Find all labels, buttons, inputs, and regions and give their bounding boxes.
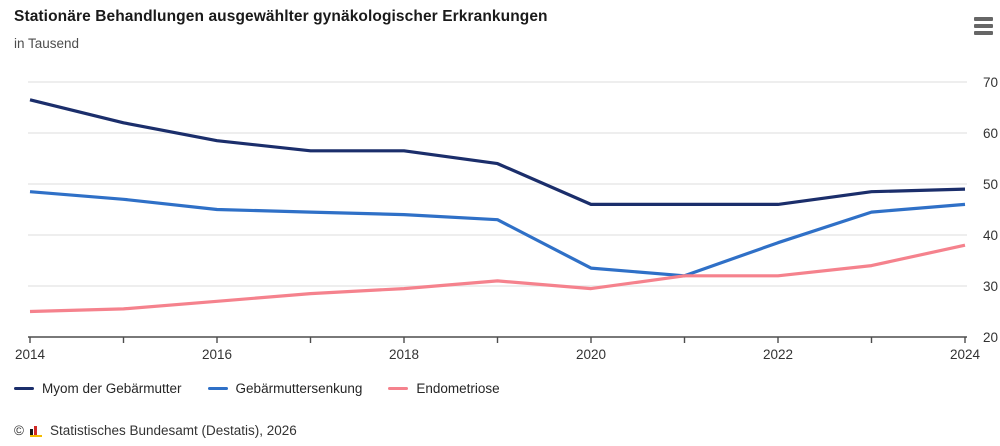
legend-label: Gebärmuttersenkung bbox=[235, 381, 363, 396]
chart-subtitle: in Tausend bbox=[14, 36, 80, 51]
legend-swatch-icon bbox=[388, 386, 409, 391]
destatis-bar-chart-logo-icon bbox=[29, 425, 44, 437]
y-tick-label: 30 bbox=[983, 279, 998, 294]
source-text: Statistisches Bundesamt (Destatis), 2026 bbox=[49, 423, 297, 438]
y-tick-label: 60 bbox=[983, 126, 998, 141]
hamburger-icon bbox=[974, 17, 993, 21]
series-line-myom-der-gebärmutter[interactable] bbox=[29, 98, 966, 206]
legend: Myom der Gebärmutter Gebärmuttersenkung En… bbox=[14, 381, 500, 396]
legend-item-endometriose[interactable]: Endometriose bbox=[388, 381, 500, 396]
copyright-symbol: © bbox=[14, 423, 24, 438]
menu-button[interactable] bbox=[974, 17, 994, 35]
x-tick-label: 2020 bbox=[576, 347, 606, 362]
chart-title: Stationäre Behandlungen ausgewählter gyn… bbox=[14, 8, 548, 25]
legend-swatch-icon bbox=[14, 386, 34, 391]
hamburger-icon bbox=[974, 24, 993, 28]
series-line-gebärmuttersenkung[interactable] bbox=[29, 190, 966, 278]
x-tick-label: 2016 bbox=[202, 347, 232, 362]
legend-item-gebärmuttersenkung[interactable]: Gebärmuttersenkung bbox=[207, 381, 363, 396]
series-line-endometriose[interactable] bbox=[29, 243, 966, 314]
y-tick-label: 40 bbox=[983, 228, 998, 243]
y-tick-label: 70 bbox=[983, 75, 998, 90]
x-tick-label: 2018 bbox=[389, 347, 419, 362]
x-tick-label: 2014 bbox=[15, 347, 46, 362]
y-tick-label: 20 bbox=[983, 330, 998, 345]
x-tick-label: 2022 bbox=[763, 347, 793, 362]
hamburger-icon bbox=[974, 31, 993, 35]
x-tick-label: 2024 bbox=[950, 347, 981, 362]
legend-label: Myom der Gebärmutter bbox=[42, 381, 182, 396]
legend-swatch-icon bbox=[207, 386, 228, 391]
legend-item-myom-der-gebärmutter[interactable]: Myom der Gebärmutter bbox=[14, 381, 182, 396]
legend-label: Endometriose bbox=[416, 381, 500, 396]
source-footer: © Statistisches Bundesamt (Destatis), 20… bbox=[14, 423, 297, 438]
y-tick-label: 50 bbox=[983, 177, 998, 192]
